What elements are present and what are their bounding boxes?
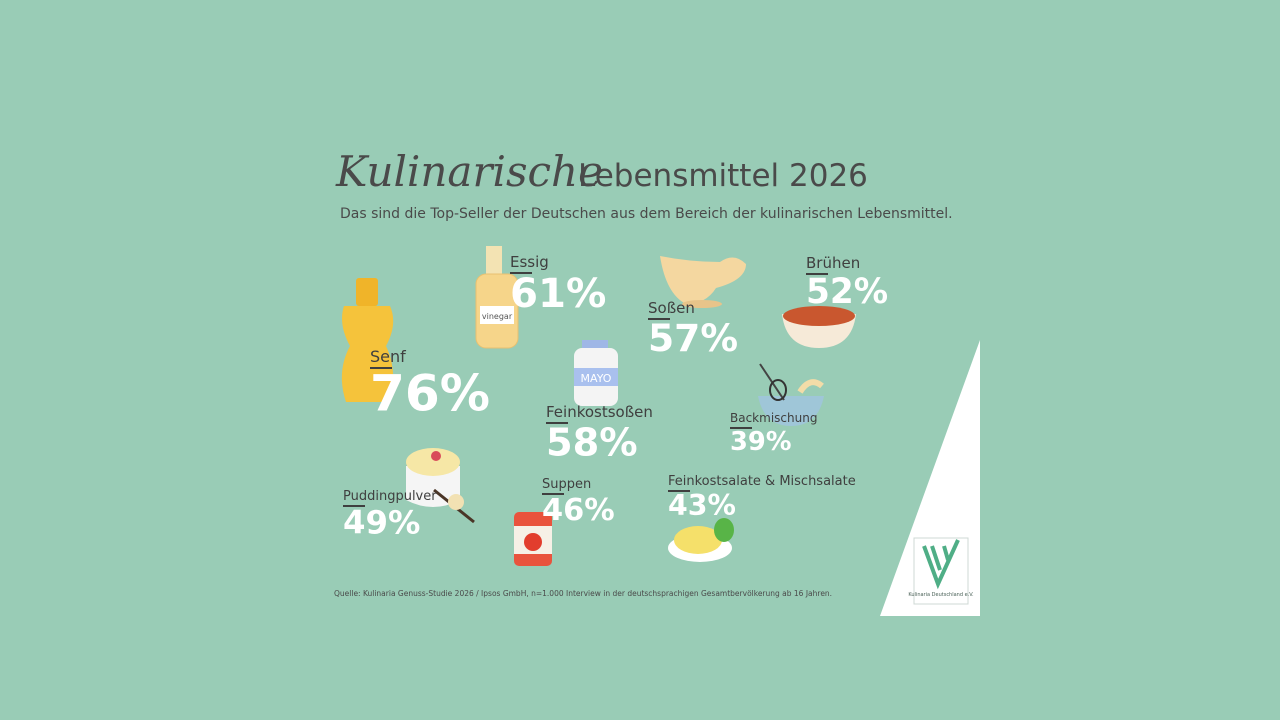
can-icon: [514, 512, 552, 566]
gravy-icon: [660, 256, 746, 308]
item-label: Backmischung: [730, 411, 817, 425]
logo-mark: [922, 539, 960, 590]
item-value: 49%: [343, 503, 420, 541]
vinegar-icon: vinegar: [475, 246, 519, 349]
item-label: Essig: [510, 253, 549, 271]
svg-text:vinegar: vinegar: [482, 312, 513, 321]
pudding-icon: [406, 448, 475, 524]
item-label: Brühen: [806, 254, 860, 272]
item-value: 61%: [510, 271, 606, 317]
item-label: Puddingpulver: [343, 489, 437, 504]
svg-text:MAYO: MAYO: [581, 372, 612, 385]
subtitle: Das sind die Top-Seller der Deutschen au…: [340, 206, 953, 222]
item-label: Suppen: [542, 477, 591, 492]
title: Lebensmittel 2026: [578, 158, 868, 194]
baking-icon: [758, 363, 824, 426]
title-script: Kulinarische: [335, 147, 603, 196]
logo-box: [913, 537, 969, 605]
item-value: 43%: [668, 489, 736, 522]
source: Quelle: Kulinaria Genuss-Studie 2026 / I…: [334, 589, 832, 598]
soup-bowl-icon: [782, 306, 856, 348]
item-value: 58%: [546, 421, 638, 466]
item-label: Soßen: [648, 299, 695, 317]
item-value: 39%: [730, 427, 792, 457]
item-value: 57%: [648, 316, 738, 360]
item-value: 52%: [806, 272, 888, 312]
item-label: Feinkostsoßen: [546, 403, 653, 421]
logo-text: Kulinaria Deutschland e.V.: [908, 592, 974, 598]
item-value: 76%: [370, 364, 490, 423]
item-label: Feinkostsalate & Mischsalate: [668, 474, 856, 489]
mustard-icon: [341, 278, 394, 402]
mayo-icon: MAYO: [574, 340, 618, 406]
item-label: Senf: [370, 347, 406, 366]
salad-icon: [668, 518, 734, 562]
item-value: 46%: [542, 493, 615, 528]
